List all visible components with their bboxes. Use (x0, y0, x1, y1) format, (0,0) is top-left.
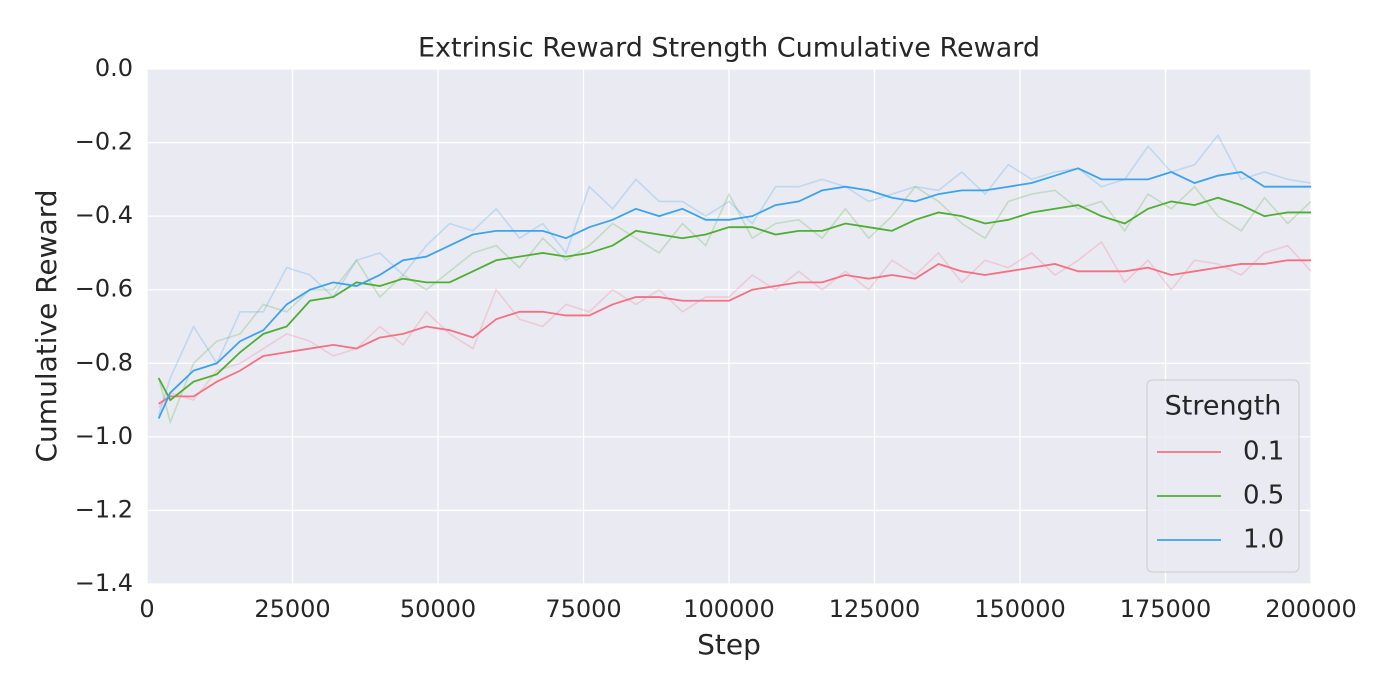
x-tick-label: 50000 (400, 595, 476, 623)
legend-label: 1.0 (1243, 525, 1284, 555)
legend-label: 0.5 (1243, 481, 1284, 511)
y-tick-label: −1.2 (75, 495, 133, 523)
x-tick-label: 75000 (545, 595, 621, 623)
series-line (157, 167, 1311, 419)
legend-title: Strength (1165, 391, 1282, 422)
x-tick-label: 100000 (683, 595, 775, 623)
x-tick-label: 150000 (974, 595, 1066, 623)
y-tick-label: −0.2 (75, 128, 133, 156)
x-tick-label: 25000 (254, 595, 330, 623)
x-tick-label: 0 (139, 595, 154, 623)
legend-label: 0.1 (1243, 437, 1284, 467)
x-tick-label: 125000 (829, 595, 921, 623)
x-axis-label: Step (697, 628, 761, 661)
y-tick-label: −0.4 (75, 201, 133, 229)
y-tick-label: 0.0 (95, 54, 133, 82)
x-tick-label: 200000 (1265, 595, 1357, 623)
legend-box (1146, 379, 1300, 573)
y-tick-label: −1.4 (75, 569, 133, 597)
y-axis-label: Cumulative Reward (30, 190, 63, 463)
y-tick-label: −0.8 (75, 348, 133, 376)
series-line (158, 259, 1311, 405)
y-tick-label: −0.6 (75, 275, 133, 303)
raw-line (158, 240, 1312, 408)
y-tick-label: −1.0 (75, 422, 133, 450)
chart-title: Extrinsic Reward Strength Cumulative Rew… (418, 33, 1040, 64)
raw-line (157, 133, 1312, 416)
x-tick-label: 175000 (1120, 595, 1212, 623)
series-line (157, 196, 1311, 402)
